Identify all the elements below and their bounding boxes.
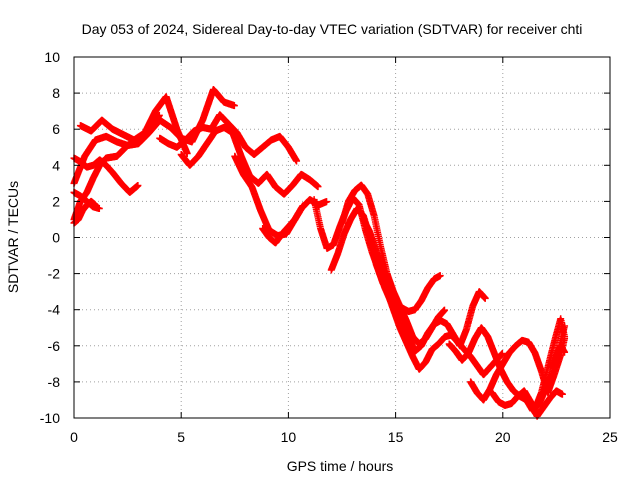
data-point — [481, 294, 489, 302]
series-sat-g — [156, 111, 301, 165]
y-axis-label: SDTVAR / TECUs — [5, 181, 21, 293]
data-point — [314, 183, 322, 191]
data-points — [70, 85, 569, 420]
chart-title: Day 053 of 2024, Sidereal Day-to-day VTE… — [82, 21, 583, 37]
series-sat-f — [76, 93, 191, 157]
x-tick-label: 25 — [602, 429, 618, 445]
y-tick-label: 0 — [52, 230, 60, 246]
x-tick-label: 20 — [495, 429, 511, 445]
series-sat-h — [177, 123, 322, 198]
y-tick-label: 6 — [52, 121, 60, 137]
data-point — [91, 201, 99, 209]
series-sat-j — [259, 196, 331, 247]
data-point — [230, 102, 238, 110]
y-tick-label: -6 — [48, 338, 61, 354]
x-tick-label: 5 — [177, 429, 185, 445]
data-point — [498, 350, 506, 358]
data-point — [440, 306, 448, 314]
x-tick-label: 0 — [70, 429, 78, 445]
series-sat-r — [488, 387, 566, 420]
x-tick-label: 10 — [281, 429, 297, 445]
y-tick-label: 10 — [44, 49, 60, 65]
series-sat-i — [231, 152, 307, 240]
y-tick-label: -2 — [48, 266, 61, 282]
y-tick-label: -4 — [48, 302, 61, 318]
data-point — [323, 198, 331, 206]
data-point — [436, 272, 444, 280]
data-point — [183, 149, 191, 157]
data-point — [293, 157, 301, 165]
x-tick-label: 15 — [388, 429, 404, 445]
data-point — [95, 205, 103, 212]
y-tick-label: -8 — [48, 374, 61, 390]
series-sat-e — [70, 197, 99, 227]
data-point — [134, 182, 142, 190]
y-tick-label: 4 — [52, 157, 60, 173]
x-axis-label: GPS time / hours — [287, 458, 394, 474]
y-tick-label: 2 — [52, 193, 60, 209]
series-sat-m — [338, 181, 448, 348]
series-sat-b — [70, 154, 142, 196]
y-tick-label: -10 — [40, 410, 60, 426]
y-tick-label: 8 — [52, 85, 60, 101]
